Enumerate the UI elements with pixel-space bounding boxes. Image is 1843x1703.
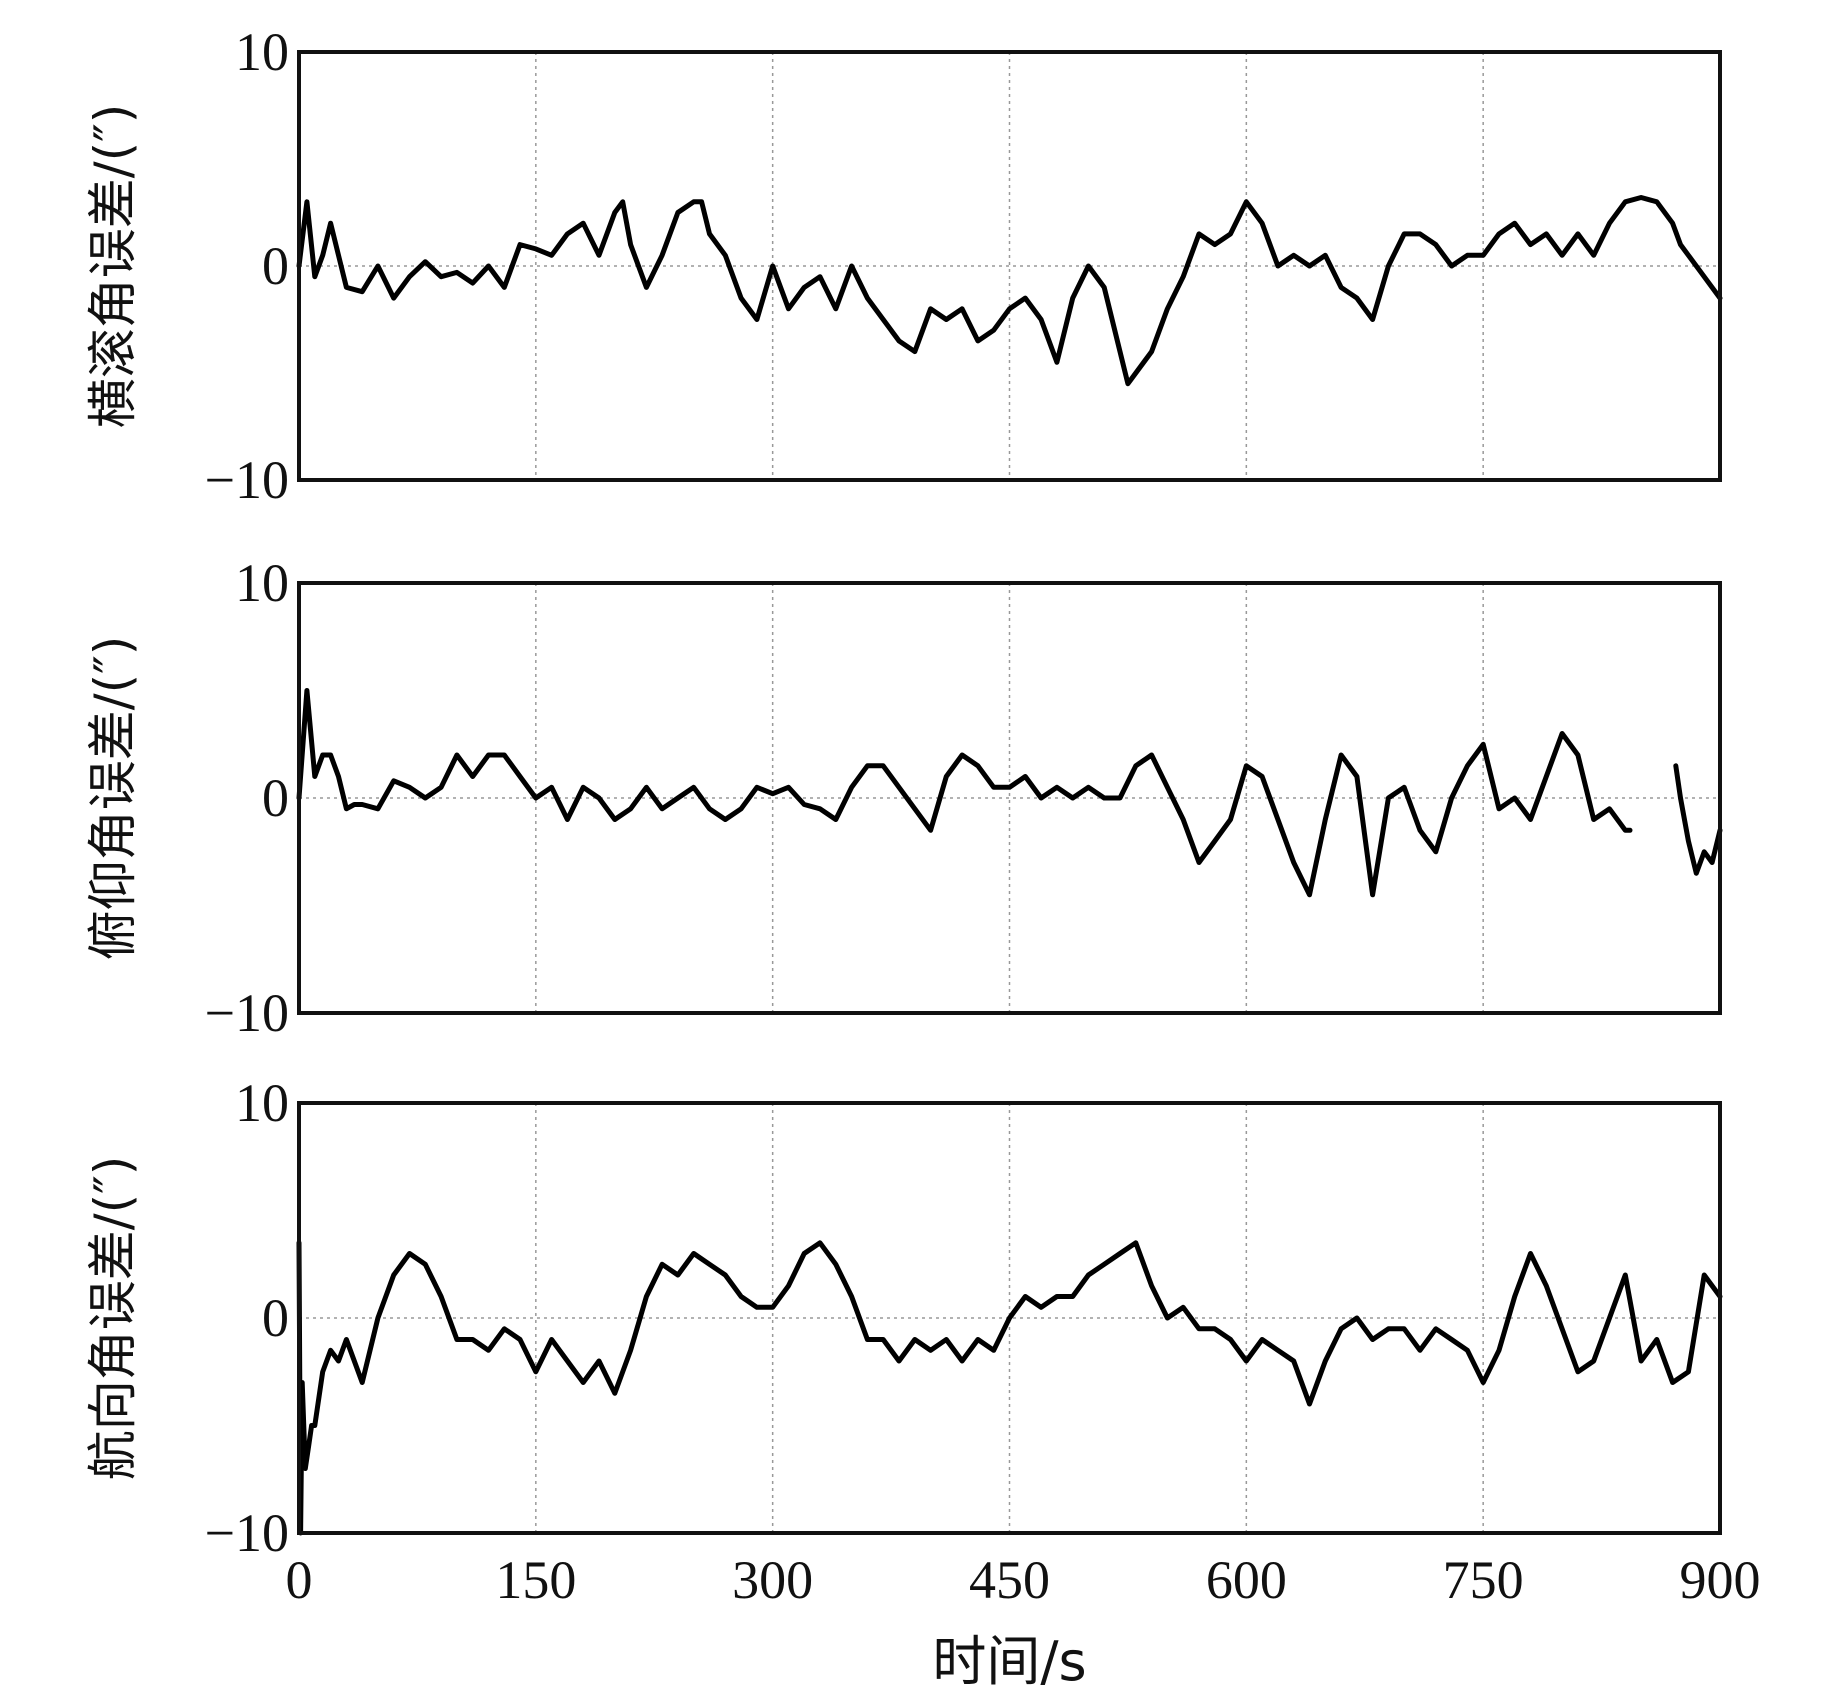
x-tick-label: 600 [1206,1550,1287,1610]
x-tick-label: 300 [732,1550,813,1610]
x-tick-label: 750 [1443,1550,1524,1610]
panel-1: −10 0 10 横滚角误差/(″) [84,22,1723,510]
panel-2: −10 0 10 俯仰角误差/(″) [84,553,1723,1043]
panel-3: −10 0 10 航向角误差/(″) [84,1073,1723,1563]
series-line [1673,763,1723,876]
y-axis-label: 俯仰角误差/(″) [84,636,142,961]
x-tick-label: 150 [495,1550,576,1610]
plot-frame [297,50,1722,482]
x-tick-label: 450 [969,1550,1050,1610]
y-tick-label: −10 [205,1503,289,1563]
y-tick-label: 10 [235,553,289,613]
y-tick-label: 0 [262,1288,289,1348]
plot-frame [297,581,1722,1015]
y-tick-label: 10 [235,22,289,82]
y-tick-label: −10 [205,983,289,1043]
plot-frame [297,1101,1722,1535]
series-line [296,688,1633,898]
x-axis-label: 时间/s [932,1630,1086,1693]
x-tick-label: 900 [1680,1550,1761,1610]
y-tick-label: 10 [235,1073,289,1133]
y-axis-label: 航向角误差/(″) [84,1156,142,1481]
y-tick-label: −10 [205,450,289,510]
y-tick-label: 0 [262,768,289,828]
y-axis-label: 横滚角误差/(″) [84,104,142,429]
series-line [296,195,1723,387]
x-tick-label: 0 [286,1550,313,1610]
series-line [296,1240,1723,1536]
y-tick-label: 0 [262,236,289,296]
